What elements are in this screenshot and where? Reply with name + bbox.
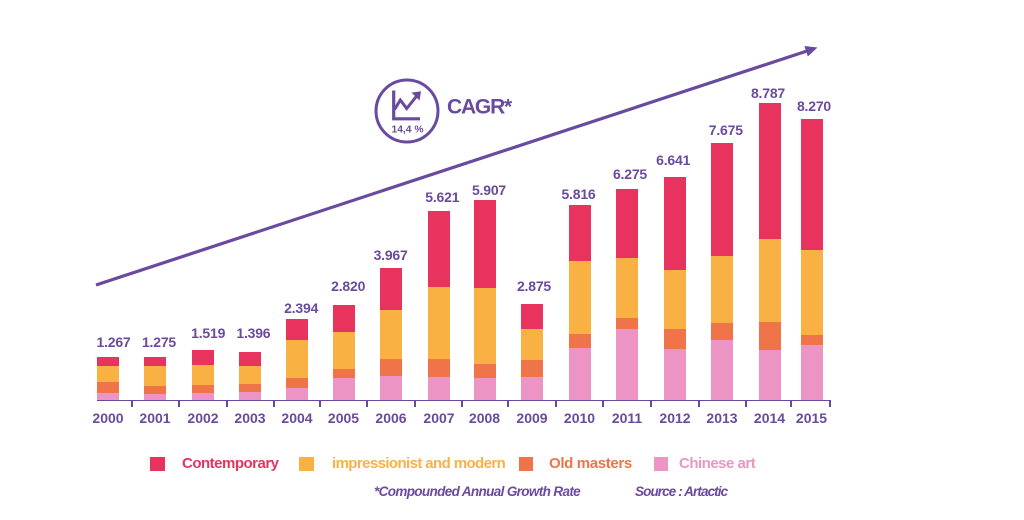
svg-text:14,4 %: 14,4 %: [391, 125, 423, 136]
svg-text:CAGR*: CAGR*: [447, 96, 513, 119]
